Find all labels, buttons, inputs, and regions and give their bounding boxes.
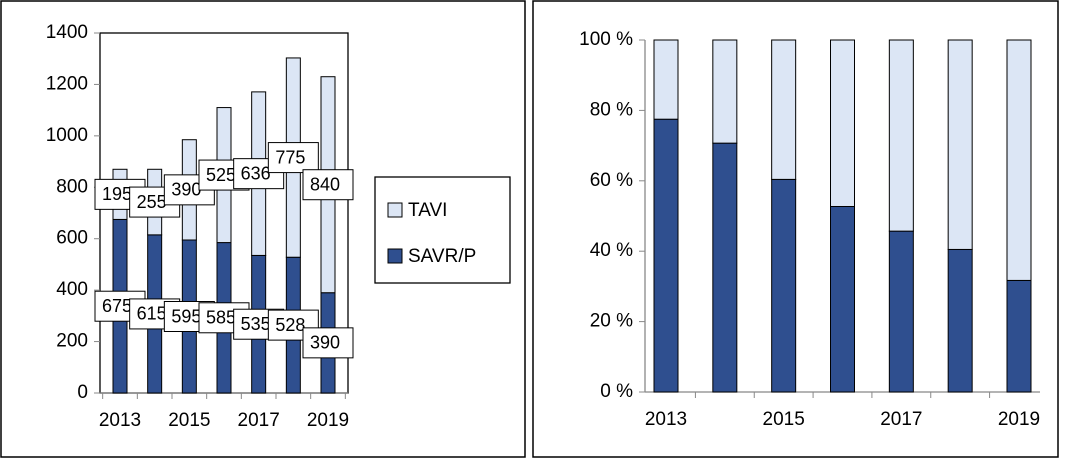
bar-segment xyxy=(947,39,973,250)
bar-segment xyxy=(771,39,797,180)
bar-segment xyxy=(1006,39,1032,281)
bar-segment xyxy=(1006,279,1032,393)
value-label: 390 xyxy=(171,180,201,200)
value-label: 195 xyxy=(102,184,132,204)
x-tick-label: 2017 xyxy=(880,409,922,430)
y-tick-label: 100 % xyxy=(579,29,633,50)
value-label-box xyxy=(302,169,354,201)
bar-segment xyxy=(830,205,855,393)
value-label: 535 xyxy=(241,314,271,334)
x-tick-label: 2019 xyxy=(307,410,349,431)
value-label: 675 xyxy=(102,296,132,316)
bar-segment xyxy=(947,248,973,393)
y-tick-label: 80 % xyxy=(590,99,633,120)
bar-segment xyxy=(888,39,914,232)
y-tick-label: 200 xyxy=(56,331,88,352)
y-tick-label: 0 xyxy=(77,382,88,403)
y-tick-label: 400 xyxy=(56,279,88,300)
x-tick-label: 2015 xyxy=(763,409,805,430)
y-tick-label: 20 % xyxy=(590,311,633,332)
value-label: 840 xyxy=(310,174,340,194)
x-tick-label: 2015 xyxy=(168,410,210,431)
legend-label: SAVR/P xyxy=(408,246,476,267)
legend-label: TAVI xyxy=(408,200,447,221)
x-tick-label: 2013 xyxy=(99,410,141,431)
value-label: 595 xyxy=(171,306,201,326)
bar-segment xyxy=(771,178,797,393)
y-tick-label: 60 % xyxy=(590,170,633,191)
x-tick-label: 2017 xyxy=(238,410,280,431)
bar-segment xyxy=(653,39,679,120)
y-tick-label: 40 % xyxy=(590,240,633,261)
y-tick-label: 800 xyxy=(56,176,88,197)
x-tick-label: 2019 xyxy=(998,409,1040,430)
legend-swatch xyxy=(387,248,403,264)
bar-segment xyxy=(888,230,914,393)
bar-segment xyxy=(712,142,738,393)
legend-box xyxy=(374,176,511,284)
value-label: 525 xyxy=(206,165,236,185)
value-label-box xyxy=(302,327,354,359)
value-label: 390 xyxy=(310,333,340,353)
value-label: 528 xyxy=(275,315,305,335)
y-tick-label: 1000 xyxy=(46,125,88,146)
y-tick-label: 0 % xyxy=(600,381,633,402)
value-label-box xyxy=(267,142,319,174)
value-label: 255 xyxy=(137,192,167,212)
value-label: 585 xyxy=(206,308,236,328)
x-tick-label: 2013 xyxy=(645,409,687,430)
y-tick-label: 1200 xyxy=(46,73,88,94)
bar-segment xyxy=(830,39,855,207)
y-tick-label: 1400 xyxy=(46,22,88,43)
y-tick-label: 600 xyxy=(56,228,88,249)
value-label: 636 xyxy=(241,163,271,183)
panel-frame xyxy=(532,0,1059,458)
bar-segment xyxy=(712,39,738,144)
legend-swatch xyxy=(387,202,403,218)
value-label: 775 xyxy=(275,147,305,167)
value-label: 615 xyxy=(137,304,167,324)
bar-segment xyxy=(653,118,679,393)
panel-frame xyxy=(0,0,526,458)
